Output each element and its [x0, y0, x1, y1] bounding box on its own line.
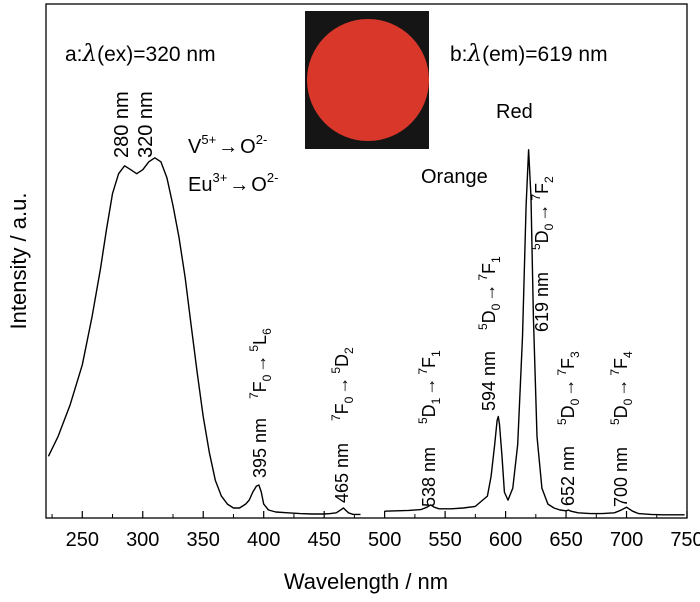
transition-eu-o: Eu3+ → O2-	[188, 170, 278, 196]
x-tick-label: 750	[670, 529, 700, 551]
peak-label-280: 280 nm	[111, 91, 133, 158]
x-tick-label: 550	[428, 529, 461, 551]
x-axis-label: Wavelength / nm	[284, 569, 448, 594]
x-tick-label: 500	[368, 529, 401, 551]
plot-frame	[45, 3, 688, 519]
panel-label-a: a:λ(ex)=320 nm	[65, 41, 216, 67]
x-ticks: 250 300 350 400 450 500 550 600 650 700 750	[51, 511, 700, 551]
transition-619: 5D0→7F2	[529, 176, 556, 250]
peak-label-594: 594 nm	[479, 351, 499, 411]
panel-label-b: b:λ(em)=619 nm	[450, 41, 608, 67]
peak-label-619: 619 nm	[532, 272, 552, 332]
peak-label-320: 320 nm	[135, 91, 157, 158]
series-layer	[47, 149, 685, 516]
x-tick-label: 250	[66, 529, 99, 551]
inset-red-disc	[307, 19, 429, 141]
x-tick-label: 450	[307, 529, 340, 551]
transition-538: 5D1→7F1	[416, 350, 443, 424]
transition-700: 5D0→7F4	[608, 351, 635, 425]
peak-label-465: 465 nm	[332, 443, 352, 503]
peak-label-538: 538 nm	[419, 447, 439, 507]
inset-photo	[305, 11, 429, 149]
peak-label-395: 395 nm	[250, 418, 270, 478]
transition-594: 5D0→7F1	[476, 256, 503, 330]
x-tick-label: 650	[549, 529, 582, 551]
x-tick-label: 400	[247, 529, 280, 551]
transition-465: 7F0→5D2	[329, 347, 356, 421]
x-tick-label: 300	[126, 529, 159, 551]
x-tick-label: 600	[489, 529, 522, 551]
transition-652: 5D0→7F3	[555, 351, 582, 425]
transition-v-o: V5+ → O2-	[188, 132, 267, 158]
y-axis-label: Intensity / a.u.	[6, 193, 31, 330]
peak-label-700: 700 nm	[611, 447, 631, 507]
label-orange: Orange	[421, 166, 488, 188]
x-tick-label: 350	[187, 529, 220, 551]
transition-395: 7F0→5L6	[247, 328, 274, 399]
peak-label-652: 652 nm	[558, 446, 578, 506]
excitation-spectrum-line	[47, 157, 361, 516]
emission-spectrum-line	[384, 149, 685, 516]
x-tick-label: 700	[610, 529, 643, 551]
label-red: Red	[496, 101, 533, 123]
